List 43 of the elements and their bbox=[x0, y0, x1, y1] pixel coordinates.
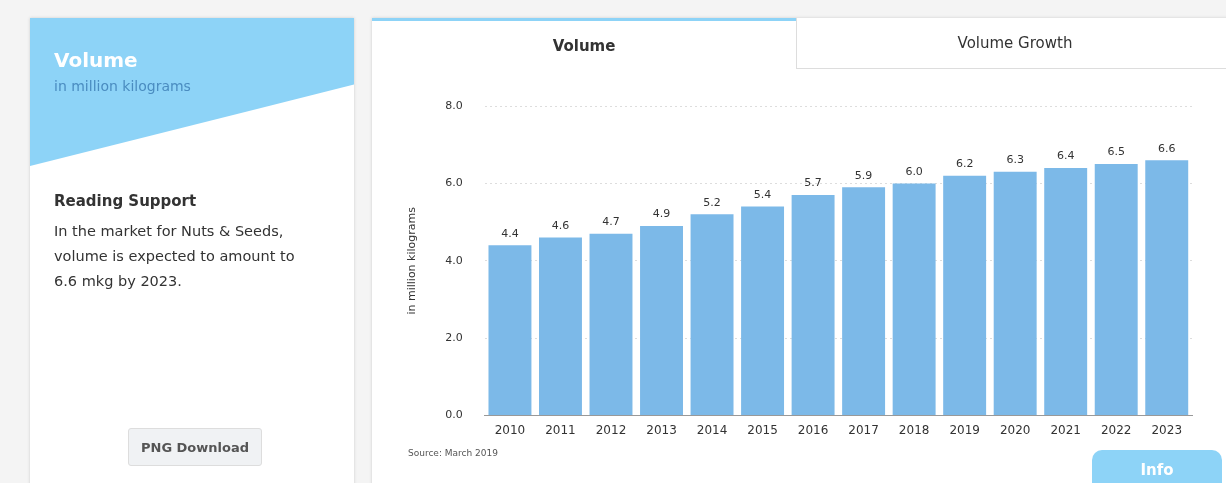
x-tick-label: 2010 bbox=[494, 422, 526, 437]
x-tick-label: 2021 bbox=[1050, 422, 1081, 437]
data-label: 4.7 bbox=[602, 215, 620, 229]
y-tick-label: 2.0 bbox=[445, 331, 463, 345]
x-tick-label: 2015 bbox=[747, 422, 778, 437]
data-label: 5.2 bbox=[703, 195, 721, 209]
x-tick-label: 2023 bbox=[1151, 422, 1183, 437]
data-label: 4.4 bbox=[501, 226, 519, 240]
x-tick-label: 2017 bbox=[848, 422, 879, 437]
x-tick-label: 2020 bbox=[999, 422, 1031, 437]
x-tick-label: 2019 bbox=[949, 422, 980, 437]
text: In the market for Nuts & Seeds, volume is expected to amount to 6.6 mkg by 2023. bbox=[54, 222, 296, 291]
y-tick-label: 6.0 bbox=[445, 176, 463, 190]
x-tick-label: 2018 bbox=[898, 422, 930, 437]
x-tick-label: 2022 bbox=[1100, 422, 1132, 437]
text: Volume bbox=[54, 48, 138, 72]
text: PNG Download bbox=[128, 428, 262, 466]
y-axis-title: in million kilograms bbox=[405, 206, 419, 315]
x-tick-label: 2012 bbox=[595, 422, 627, 437]
data-label: 5.9 bbox=[854, 168, 873, 182]
data-label: 6.3 bbox=[1006, 153, 1024, 167]
y-tick-label: 8.0 bbox=[445, 98, 463, 112]
data-label: 6.0 bbox=[905, 164, 923, 178]
data-label: 6.4 bbox=[1056, 149, 1075, 163]
source-note: Source: March 2019 bbox=[408, 448, 499, 458]
data-label: 6.5 bbox=[1107, 145, 1125, 159]
y-tick-label: 0.0 bbox=[445, 408, 463, 422]
data-label: 6.6 bbox=[1157, 141, 1176, 155]
text: Info bbox=[1092, 450, 1222, 483]
x-tick-label: 2013 bbox=[646, 422, 677, 437]
text: Volume bbox=[372, 18, 796, 71]
x-tick-label: 2014 bbox=[696, 422, 728, 437]
text: in million kilograms bbox=[54, 78, 191, 94]
x-tick-label: 2011 bbox=[545, 422, 576, 437]
data-label: 5.4 bbox=[753, 187, 772, 201]
y-tick-label: 4.0 bbox=[445, 253, 463, 267]
data-label: 5.7 bbox=[804, 176, 822, 190]
data-label: 4.9 bbox=[652, 207, 671, 221]
text: Reading Support bbox=[54, 192, 197, 210]
text: Volume Growth bbox=[796, 18, 1226, 69]
data-label: 6.2 bbox=[955, 157, 974, 171]
x-tick-label: 2016 bbox=[797, 422, 829, 437]
data-label: 4.6 bbox=[551, 218, 570, 232]
